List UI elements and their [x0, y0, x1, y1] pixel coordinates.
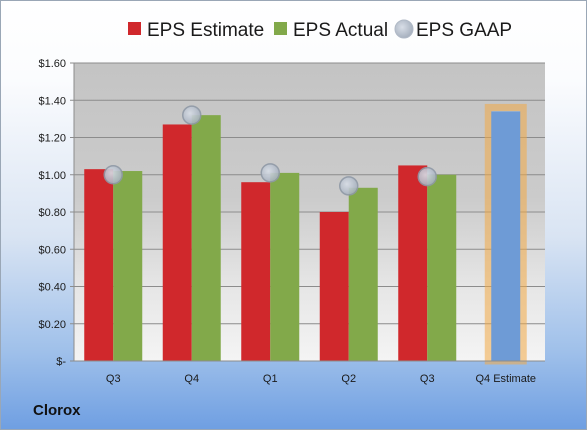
- legend-swatch: [274, 22, 287, 35]
- bar-eps-actual: [348, 187, 378, 361]
- y-tick-label: $1.20: [38, 133, 66, 145]
- y-tick-label: $-: [56, 356, 66, 368]
- x-tick-label: Q3: [106, 373, 121, 385]
- x-tick-label: Q4: [184, 373, 199, 385]
- bar-q4-estimate: [491, 111, 521, 361]
- legend: EPS Estimate EPS Actual EPS GAAP: [128, 19, 512, 41]
- marker-eps-gaap: [417, 166, 437, 187]
- y-axis: $1.60 $1.40 $1.20 $1.00 $0.80 $0.60 $0.40 $0.20…: [38, 58, 75, 368]
- x-tick-label: Q3: [420, 373, 435, 385]
- legend-swatch: [394, 19, 414, 39]
- y-tick-label: $0.40: [38, 282, 66, 294]
- y-tick-label: $1.60: [38, 58, 66, 70]
- x-tick-label: Q2: [341, 373, 356, 385]
- bar-eps-actual: [113, 171, 143, 361]
- bar-eps-estimate: [319, 212, 349, 361]
- bar-eps-estimate: [84, 169, 114, 361]
- bar-eps-estimate: [241, 182, 271, 361]
- y-tick-label: $1.00: [38, 170, 66, 182]
- marker-eps-gaap: [339, 176, 359, 196]
- y-tick-label: $1.40: [38, 95, 66, 107]
- marker-eps-gaap: [260, 163, 280, 183]
- legend-label: EPS GAAP: [416, 20, 512, 41]
- bar-eps-estimate: [162, 124, 192, 362]
- marker-eps-gaap: [103, 165, 123, 185]
- y-tick-label: $0.80: [38, 207, 66, 219]
- bar-eps-actual: [191, 115, 221, 362]
- y-tick-label: $0.20: [38, 319, 66, 331]
- bar-eps-actual: [270, 172, 300, 361]
- bar-eps-estimate: [398, 165, 428, 361]
- x-axis: Q3 Q4 Q1 Q2 Q3 Q4 Estimate: [74, 360, 545, 385]
- company-name: Clorox: [33, 402, 81, 419]
- legend-swatch: [128, 22, 141, 35]
- x-tick-label: Q1: [263, 373, 278, 385]
- bar-eps-actual: [427, 174, 457, 361]
- legend-label: EPS Actual: [293, 20, 388, 41]
- x-tick-label: Q4 Estimate: [475, 373, 536, 385]
- marker-eps-gaap: [182, 105, 202, 125]
- y-tick-label: $0.60: [38, 244, 66, 256]
- legend-label: EPS Estimate: [147, 20, 264, 41]
